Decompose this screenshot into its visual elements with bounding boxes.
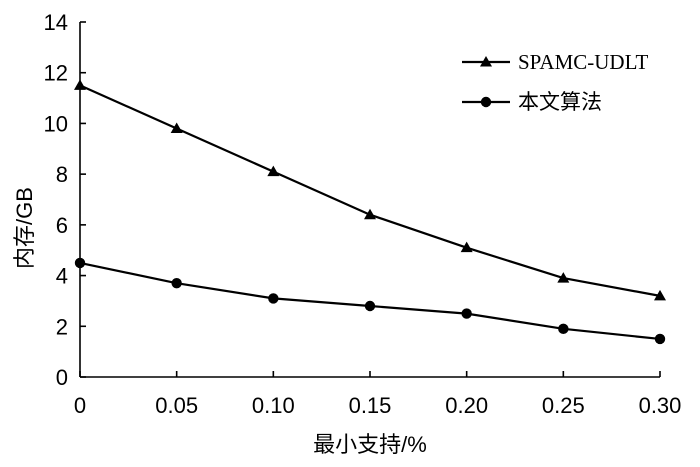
x-tick-label: 0.15 xyxy=(349,393,392,418)
data-point-circle xyxy=(654,333,666,345)
x-tick-label: 0.10 xyxy=(252,393,295,418)
legend-label: 本文算法 xyxy=(518,90,602,114)
data-point-triangle xyxy=(170,122,183,133)
x-ticks: 0 0.05 0.10 0.15 0.20 0.25 0.30 xyxy=(74,371,682,418)
y-tick-label: 8 xyxy=(56,162,68,187)
data-point-circle xyxy=(171,277,182,289)
data-point-circle xyxy=(74,257,86,269)
x-tick-label: 0.20 xyxy=(445,393,488,418)
data-point-triangle xyxy=(364,208,376,220)
data-point-circle xyxy=(268,293,279,304)
y-tick-label: 0 xyxy=(56,365,68,390)
x-tick-label: 0 xyxy=(74,393,86,418)
data-point-triangle xyxy=(267,165,280,177)
data-point-triangle xyxy=(654,289,666,301)
data-point-circle xyxy=(364,300,376,312)
y-axis-title: 内存/GB xyxy=(12,187,37,269)
y-tick-label: 4 xyxy=(56,264,68,289)
y-tick-label: 2 xyxy=(56,314,68,339)
data-point-triangle xyxy=(557,272,570,283)
x-tick-label: 0.05 xyxy=(155,393,198,418)
axes xyxy=(79,22,660,378)
legend: SPAMC-UDLT 本文算法 xyxy=(462,50,648,114)
series-line-1 xyxy=(79,84,661,297)
y-tick-label: 10 xyxy=(44,111,68,136)
series-layer xyxy=(74,79,666,345)
data-point-circle xyxy=(558,323,569,335)
x-axis-title: 最小支持/% xyxy=(313,432,427,457)
x-tick-label: 0.25 xyxy=(542,393,585,418)
y-tick-label: 12 xyxy=(44,61,68,86)
data-point-circle xyxy=(461,308,472,319)
y-ticks: 0 2 4 6 8 10 12 14 xyxy=(44,10,86,390)
legend-marker-triangle xyxy=(480,56,492,67)
data-point-triangle xyxy=(460,241,473,253)
legend-marker-circle xyxy=(480,96,492,108)
y-tick-label: 6 xyxy=(56,213,68,238)
data-point-triangle xyxy=(74,79,86,90)
y-tick-label: 14 xyxy=(44,10,68,35)
x-tick-label: 0.30 xyxy=(639,393,682,418)
legend-label: SPAMC-UDLT xyxy=(518,50,648,74)
